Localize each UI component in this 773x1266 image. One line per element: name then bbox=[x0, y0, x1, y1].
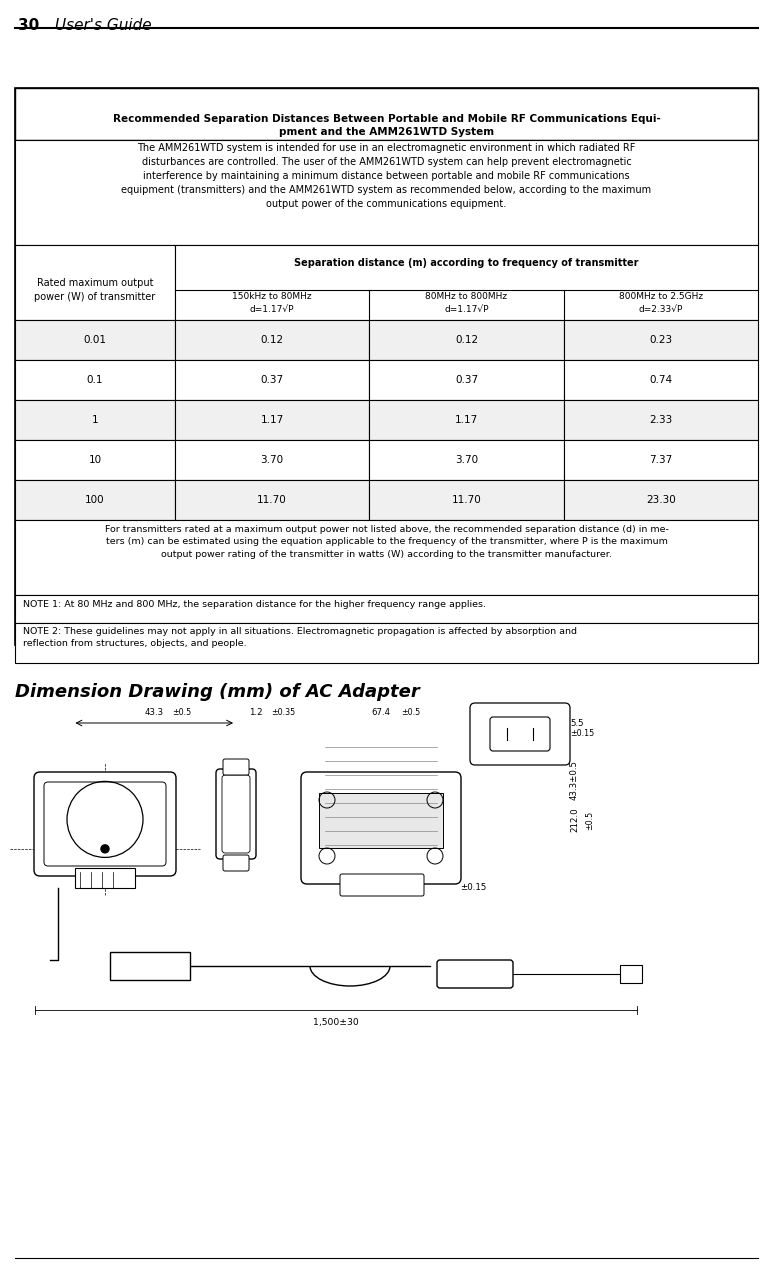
Text: 0.37: 0.37 bbox=[261, 375, 284, 385]
Bar bbox=[15, 320, 175, 360]
Text: 212.0: 212.0 bbox=[570, 808, 579, 832]
Bar bbox=[15, 595, 758, 623]
Text: 0.01: 0.01 bbox=[83, 335, 107, 346]
Text: User's Guide: User's Guide bbox=[55, 18, 152, 33]
Bar bbox=[369, 441, 564, 480]
Text: 23.30: 23.30 bbox=[646, 495, 676, 505]
Bar bbox=[564, 360, 758, 400]
Bar bbox=[15, 141, 758, 246]
Text: 80MHz to 800MHz
d=1.17√P: 80MHz to 800MHz d=1.17√P bbox=[425, 292, 508, 314]
Bar bbox=[564, 400, 758, 441]
Text: Dimension Drawing (mm) of AC Adapter: Dimension Drawing (mm) of AC Adapter bbox=[15, 682, 420, 701]
Text: 0.1: 0.1 bbox=[87, 375, 104, 385]
Bar bbox=[15, 441, 175, 480]
Text: 10: 10 bbox=[88, 454, 101, 465]
Bar bbox=[15, 480, 175, 520]
Bar bbox=[369, 360, 564, 400]
Text: 5.5: 5.5 bbox=[570, 719, 584, 728]
Text: 1,500±30: 1,500±30 bbox=[313, 1018, 359, 1027]
Text: ±0.15: ±0.15 bbox=[570, 729, 594, 738]
Text: 150kHz to 80MHz
d=1.17√P: 150kHz to 80MHz d=1.17√P bbox=[233, 292, 312, 314]
Bar bbox=[110, 952, 190, 980]
Text: ±0.5: ±0.5 bbox=[585, 810, 594, 829]
FancyBboxPatch shape bbox=[222, 775, 250, 853]
Text: For transmitters rated at a maximum output power not listed above, the recommend: For transmitters rated at a maximum outp… bbox=[104, 525, 669, 560]
FancyBboxPatch shape bbox=[301, 772, 461, 884]
Bar bbox=[175, 441, 369, 480]
Bar bbox=[15, 400, 175, 441]
Text: ±0.15: ±0.15 bbox=[460, 884, 486, 893]
FancyBboxPatch shape bbox=[44, 782, 166, 866]
FancyBboxPatch shape bbox=[223, 760, 249, 775]
FancyBboxPatch shape bbox=[34, 772, 176, 876]
Text: 7.37: 7.37 bbox=[649, 454, 673, 465]
Bar bbox=[564, 441, 758, 480]
Bar bbox=[564, 320, 758, 360]
Text: 1: 1 bbox=[92, 415, 98, 425]
Bar bbox=[564, 480, 758, 520]
Bar bbox=[15, 89, 758, 141]
Text: 1.2: 1.2 bbox=[249, 708, 263, 717]
Circle shape bbox=[101, 844, 109, 853]
Bar bbox=[15, 89, 758, 644]
FancyBboxPatch shape bbox=[470, 703, 570, 765]
Text: 3.70: 3.70 bbox=[455, 454, 478, 465]
Text: ±0.5: ±0.5 bbox=[172, 708, 192, 717]
Text: 11.70: 11.70 bbox=[451, 495, 482, 505]
Text: ±0.5: ±0.5 bbox=[401, 708, 420, 717]
Bar bbox=[15, 623, 758, 663]
Text: 1.17: 1.17 bbox=[261, 415, 284, 425]
Text: NOTE 1: At 80 MHz and 800 MHz, the separation distance for the higher frequency : NOTE 1: At 80 MHz and 800 MHz, the separ… bbox=[23, 600, 486, 609]
FancyBboxPatch shape bbox=[223, 855, 249, 871]
Text: 0.12: 0.12 bbox=[261, 335, 284, 346]
Bar bbox=[15, 246, 175, 320]
Bar bbox=[319, 793, 443, 848]
Text: 0.37: 0.37 bbox=[455, 375, 478, 385]
FancyBboxPatch shape bbox=[340, 874, 424, 896]
Bar bbox=[175, 480, 369, 520]
Text: 800MHz to 2.5GHz
d=2.33√P: 800MHz to 2.5GHz d=2.33√P bbox=[618, 292, 703, 314]
Bar bbox=[175, 400, 369, 441]
Bar bbox=[15, 520, 758, 595]
Text: The AMM261WTD system is intended for use in an electromagnetic environment in wh: The AMM261WTD system is intended for use… bbox=[121, 143, 652, 209]
Bar bbox=[15, 360, 175, 400]
FancyBboxPatch shape bbox=[490, 717, 550, 751]
Text: Separation distance (m) according to frequency of transmitter: Separation distance (m) according to fre… bbox=[295, 258, 638, 268]
Text: 11.70: 11.70 bbox=[257, 495, 287, 505]
Text: 0.74: 0.74 bbox=[649, 375, 673, 385]
Bar bbox=[369, 320, 564, 360]
Text: ±0.35: ±0.35 bbox=[271, 708, 295, 717]
Bar bbox=[175, 246, 758, 320]
Text: 30: 30 bbox=[18, 18, 39, 33]
Text: 1.17: 1.17 bbox=[455, 415, 478, 425]
FancyBboxPatch shape bbox=[216, 768, 256, 860]
Text: 3.70: 3.70 bbox=[261, 454, 284, 465]
Text: Rated maximum output
power (W) of transmitter: Rated maximum output power (W) of transm… bbox=[34, 279, 155, 303]
Text: 0.12: 0.12 bbox=[455, 335, 478, 346]
Bar bbox=[175, 360, 369, 400]
Text: 2.33: 2.33 bbox=[649, 415, 673, 425]
Text: Recommended Separation Distances Between Portable and Mobile RF Communications E: Recommended Separation Distances Between… bbox=[113, 114, 660, 137]
Bar bbox=[75, 868, 135, 887]
Text: 0.23: 0.23 bbox=[649, 335, 673, 346]
Bar bbox=[369, 400, 564, 441]
Text: 67.4: 67.4 bbox=[372, 708, 390, 717]
Bar bbox=[175, 320, 369, 360]
Text: 43.3: 43.3 bbox=[145, 708, 164, 717]
Bar bbox=[620, 965, 642, 982]
Text: 100: 100 bbox=[85, 495, 105, 505]
Text: NOTE 2: These guidelines may not apply in all situations. Electromagnetic propag: NOTE 2: These guidelines may not apply i… bbox=[23, 627, 577, 648]
FancyBboxPatch shape bbox=[437, 960, 513, 987]
Bar bbox=[369, 480, 564, 520]
Text: 43.3±0.5: 43.3±0.5 bbox=[570, 760, 579, 800]
